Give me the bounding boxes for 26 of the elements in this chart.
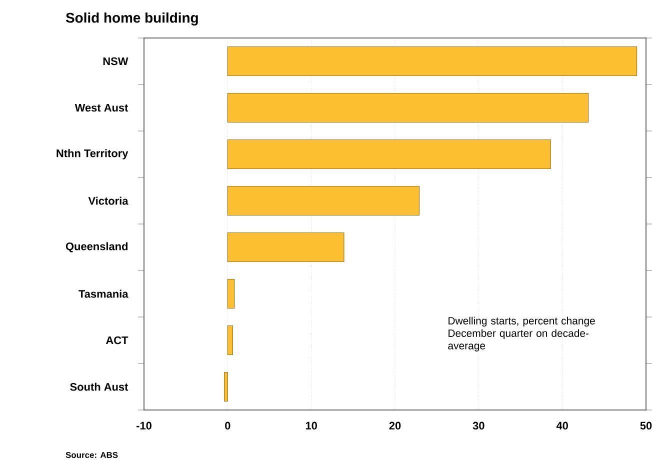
x-tick-label: 20	[389, 422, 401, 430]
y-tick-label: West Aust	[74, 104, 128, 112]
bar	[227, 278, 235, 309]
bar	[227, 232, 344, 262]
bar	[227, 139, 551, 170]
x-tick-label: 10	[306, 422, 317, 430]
y-tick-label: South Aust	[70, 382, 128, 391]
source-note: Source: ABS	[66, 452, 118, 458]
x-tick-label: 40	[556, 422, 568, 430]
x-tick-label: 30	[472, 422, 484, 430]
bar	[227, 46, 638, 76]
y-tick-label: Nthn Territory	[56, 149, 128, 160]
y-tick-label: ACT	[106, 336, 128, 344]
y-tick-label: Queensland	[66, 242, 128, 252]
bar	[224, 372, 228, 402]
chart-title: Solid home building	[66, 12, 198, 26]
bar	[227, 92, 589, 123]
y-tick-label: Victoria	[88, 196, 128, 205]
bar	[227, 325, 233, 356]
x-tick-label: 0	[225, 422, 230, 430]
x-tick-label: -10	[136, 422, 152, 430]
y-tick-label: NSW	[103, 57, 128, 66]
y-tick-label: Tasmania	[78, 290, 128, 298]
bar	[227, 186, 420, 216]
annotation: Dwelling starts, percent change December quarter on decade-average	[448, 316, 595, 352]
x-tick-label: 50	[640, 422, 652, 430]
